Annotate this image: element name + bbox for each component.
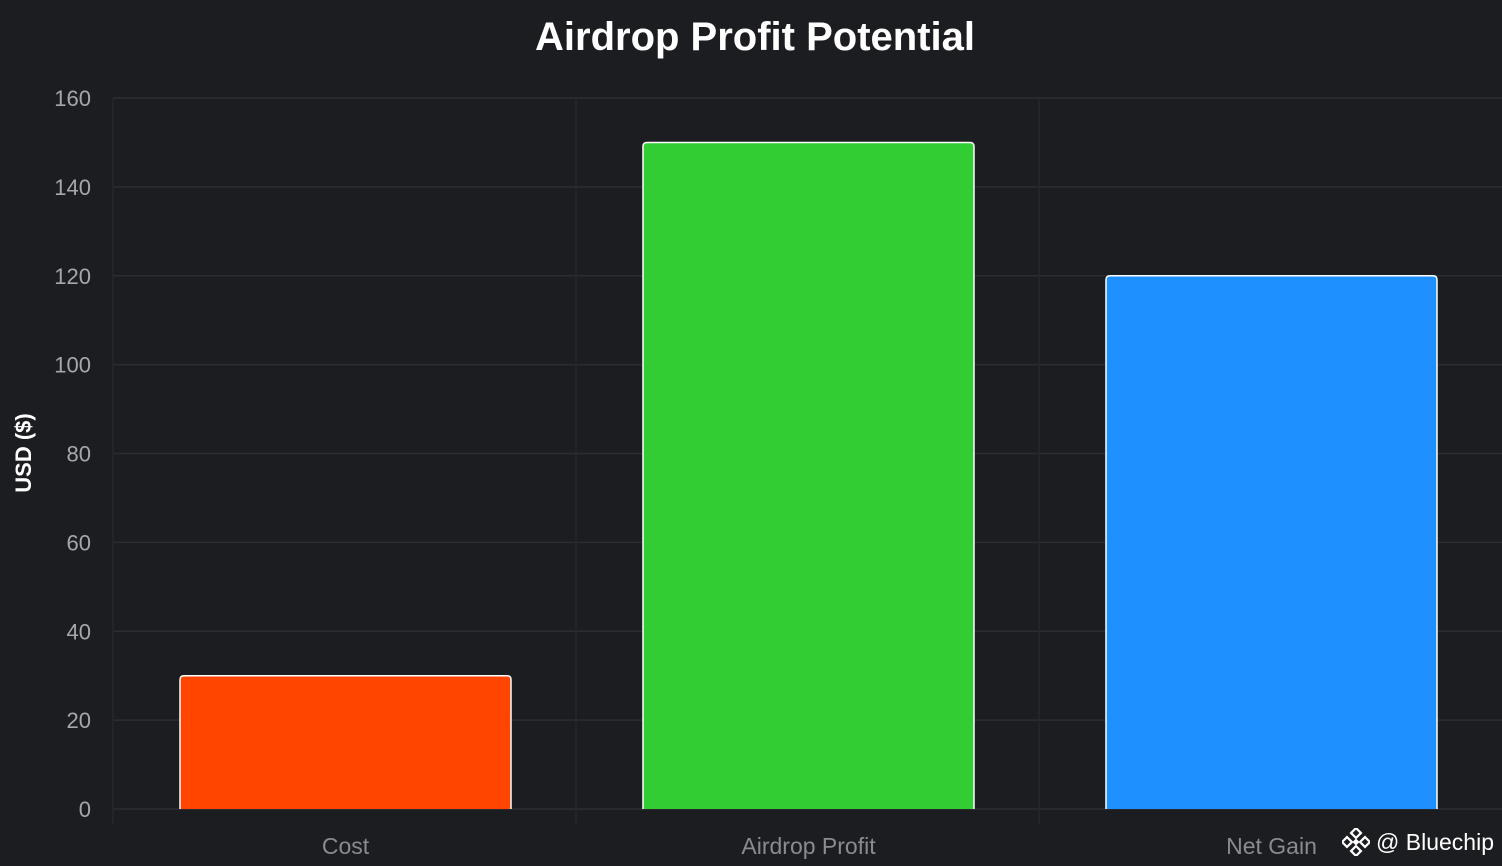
x-tick-label: Cost [322, 833, 370, 859]
bar-airdrop-profit [642, 141, 975, 809]
bar-net-gain [1105, 275, 1438, 809]
y-tick-label: 40 [67, 619, 91, 644]
y-axis-label: USD ($) [11, 413, 36, 492]
bar-cost [179, 674, 512, 809]
x-axis-ticks: Cost Airdrop Profit Net Gain [322, 833, 1317, 859]
y-tick-label: 100 [54, 353, 91, 378]
y-tick-label: 60 [67, 530, 91, 555]
watermark-text: @ Bluechip [1376, 828, 1494, 855]
y-tick-label: 0 [79, 797, 91, 822]
y-tick-label: 20 [67, 708, 91, 733]
chart-title: Airdrop Profit Potential [535, 15, 975, 59]
y-tick-label: 120 [54, 264, 91, 289]
x-tick-label: Net Gain [1226, 833, 1317, 859]
y-axis-ticks: 0 20 40 60 80 100 120 140 160 [54, 86, 91, 822]
y-tick-label: 80 [67, 442, 91, 467]
binance-logo-icon [1342, 828, 1371, 856]
y-tick-label: 160 [54, 86, 91, 111]
x-tick-label: Airdrop Profit [741, 833, 876, 859]
y-tick-label: 140 [54, 175, 91, 200]
bars [179, 141, 1438, 809]
watermark: @ Bluechip [1342, 828, 1494, 856]
